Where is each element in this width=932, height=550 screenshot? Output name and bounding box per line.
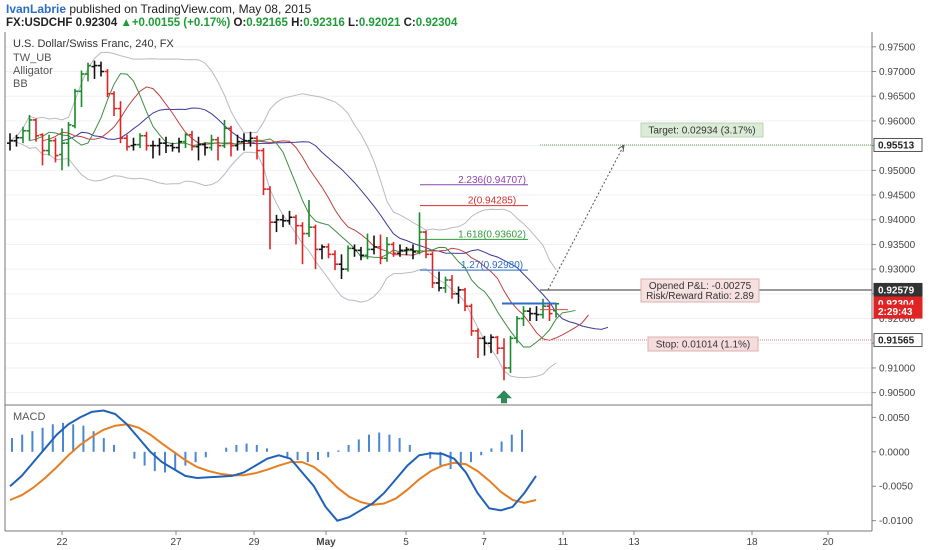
time-tick-label: May [316,537,336,548]
open-value: 0.92165 [246,17,288,29]
price-tag-box [873,333,923,348]
price-tick-label: 0.91000 [879,363,916,374]
author-link[interactable]: IvanLabrie [6,2,67,16]
risk-reward-label: Risk/Reward Ratio: 2.89 [646,291,754,302]
open-label: O: [233,17,247,29]
macd-tick-label: -0.0050 [879,482,913,493]
price-tag-label: 0.92304 [878,299,915,310]
price-tag-box [873,304,923,319]
time-tick-label: 5 [403,537,409,548]
fib-level-label: 1.618(0.93602) [458,229,526,240]
price-change: +0.00155 (+0.17%) [131,17,231,29]
high-value: 0.92316 [303,17,345,29]
macd-tick-label: 0.0000 [879,447,910,458]
price-tick-label: 0.90500 [879,388,916,399]
fib-level-label: 2(0.94285) [468,196,516,207]
time-axis: 22 27 29 May 5 7 11 13 18 20 [56,531,834,548]
macd-line [9,409,537,522]
price-tag-label: 0.92579 [878,285,915,296]
time-tick-label: 27 [170,537,182,548]
last-price: 0.92304 [75,17,118,29]
time-tick-label: 11 [558,537,569,548]
chart-title: U.S. Dollar/Swiss Franc, 240, FX [13,38,174,50]
signal-line [9,423,537,506]
publish-line: IvanLabrie published on TradingView.com,… [6,2,311,16]
quote-line: FX:USDCHF 0.92304 ▲+0.00155 (+0.17%) O:0… [6,17,457,29]
drawing-overlays: 2.236(0.94707) 2(0.94285) 1.618(0.93602) 1.… [420,144,872,404]
published-text: published on TradingView.com, May 08, 20… [69,2,312,16]
legend-item-bb: BB [13,78,28,90]
price-axis: 0.975000.970000.965000.960000.955000.950… [872,42,923,527]
pnl-label: Opened P&L: -0.00275 [649,281,752,292]
stop-label: Stop: 0.01014 (1.1%) [656,340,751,351]
low-label: L: [347,17,359,29]
macd-tick-label: 0.0050 [879,413,910,424]
chart-header: IvanLabrie published on TradingView.com,… [0,0,932,32]
price-tick-label: 0.96000 [879,116,916,127]
price-tick-label: 0.97500 [879,42,916,53]
time-tick-label: 18 [746,537,758,548]
price-tick-label: 0.94500 [879,191,916,202]
alligator-lines [29,73,609,348]
macd-pane [9,409,537,522]
buy-arrow-icon [496,390,512,404]
projection-arrow-line [547,144,625,291]
fib-level-label: 1.27(0.92980) [461,260,523,271]
arrow-head-icon [617,144,625,153]
legend-item-alligator: Alligator [13,65,53,77]
time-tick-label: 13 [628,537,640,548]
macd-tick-label: -0.0100 [879,516,913,527]
legend-item-tw-ub: TW_UB [13,52,52,64]
price-tick-label: 0.92000 [879,314,916,325]
price-tick-label: 0.93000 [879,265,916,276]
up-triangle-icon: ▲ [120,17,132,29]
stop-label-box [647,336,759,352]
close-value: 0.92304 [415,17,458,29]
price-tick-label: 0.95000 [879,166,916,177]
target-label: Target: 0.02934 (3.17%) [648,126,755,137]
time-tick-label: 20 [822,537,834,548]
price-tick-label: 0.97000 [879,67,916,78]
high-label: H: [291,17,304,29]
close-label: C: [403,17,416,29]
bb-upper-line [9,51,557,270]
fib-level-label: 2.236(0.94707) [458,175,526,186]
price-tick-label: 0.93500 [879,240,916,251]
price-tick-label: 0.96500 [879,92,916,103]
symbol: FX:USDCHF [6,17,73,29]
time-tick-label: 29 [248,537,260,548]
price-tag-label: 0.95513 [878,140,915,151]
price-tag-box [873,282,923,297]
macd-title: MACD [13,411,45,423]
time-tick-label: 22 [56,537,68,548]
target-label-box [640,122,764,138]
price-tick-label: 0.94000 [879,215,916,226]
pnl-box [640,278,760,303]
candlestick-series [7,60,559,381]
price-tag-label: 0.91565 [878,336,915,347]
low-value: 0.92021 [358,17,401,29]
alligator-teeth-line [42,86,589,341]
alligator-lips-line [29,73,576,348]
time-tick-label: 7 [481,537,487,548]
alligator-jaw-line [61,107,609,330]
price-tag-label: 2:29:43 [878,307,913,318]
price-tag-box [873,137,923,152]
